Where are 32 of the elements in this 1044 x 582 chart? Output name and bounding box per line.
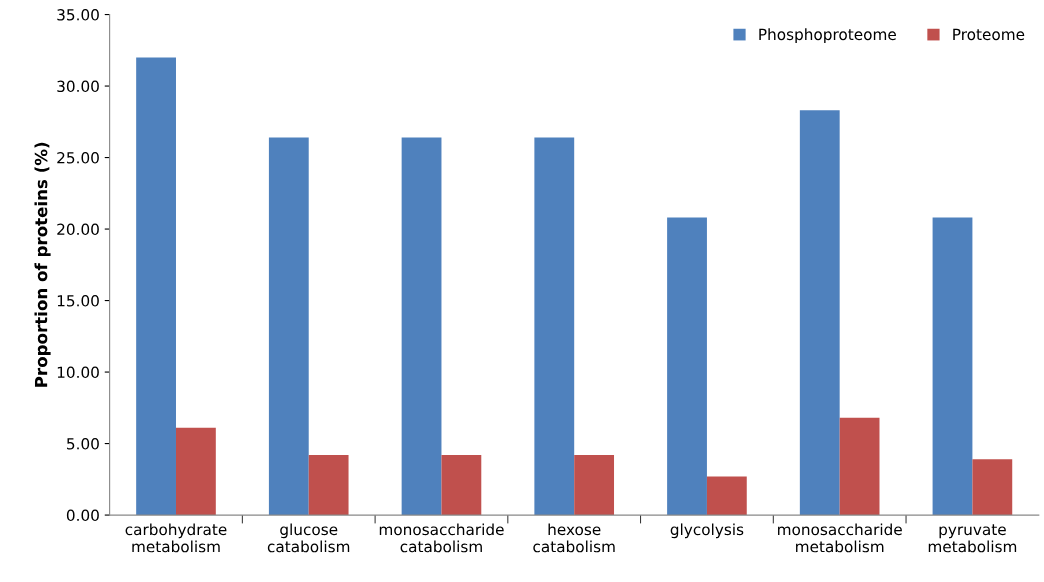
y-tick-label: 25.00 (57, 152, 99, 164)
x-tick-label: glycolysis (670, 523, 744, 539)
bar (534, 137, 575, 516)
x-tick-label: hexose catabolism (533, 523, 615, 553)
x-tick-label: carbohydrate metabolism (125, 523, 227, 553)
bar (175, 427, 216, 516)
x-tick-label: monosaccharide catabolism (379, 523, 504, 553)
x-tick-label: glucose catabolism (267, 523, 350, 553)
bar (839, 417, 880, 516)
bar (441, 455, 482, 516)
y-tick-label: 35.00 (57, 9, 99, 21)
bar (401, 137, 442, 516)
y-tick-label: 15.00 (57, 295, 99, 307)
y-tick-label: 20.00 (57, 223, 99, 236)
y-tick-label: 30.00 (57, 80, 99, 93)
bar (308, 455, 349, 516)
bar (574, 455, 615, 516)
bar (706, 476, 747, 516)
legend-label: Proteome (953, 28, 1025, 41)
bar (799, 110, 840, 516)
bar (972, 459, 1013, 516)
bar (667, 217, 707, 516)
x-tick-label: monosaccharide metabolism (778, 523, 902, 553)
bar (268, 137, 309, 516)
y-tick-label: 0.00 (66, 509, 99, 522)
y-tick-label: 5.00 (67, 438, 99, 450)
y-tick-label: 10.00 (57, 366, 99, 379)
bar (932, 217, 973, 516)
x-tick-label: pyruvate metabolism (928, 524, 1017, 553)
bar (136, 57, 176, 516)
y-axis-title: Proportion of proteins (%) (34, 142, 51, 387)
legend-label: Phosphoproteome (759, 28, 896, 44)
